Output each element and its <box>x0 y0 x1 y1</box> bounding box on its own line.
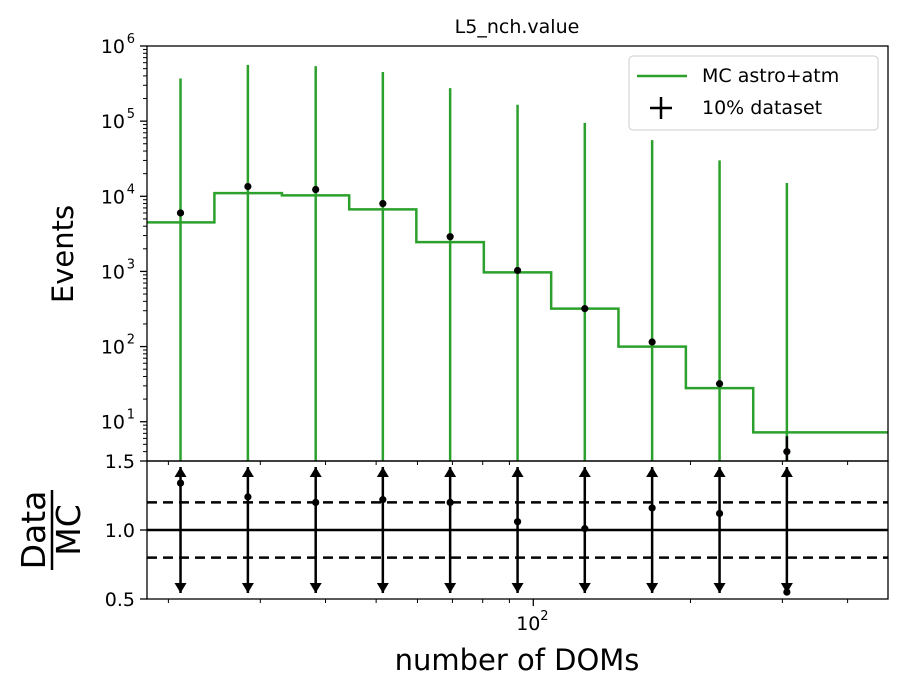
ratio-label-numerator: Data <box>14 491 53 570</box>
ratio-arrow-up <box>578 467 591 477</box>
ratio-arrow-up <box>376 467 389 477</box>
data-point <box>513 266 522 275</box>
data-point <box>312 185 320 194</box>
ratio-y-tick-label: 1.0 <box>105 520 135 542</box>
ratio-y-tick-label: 1.5 <box>105 451 135 473</box>
ratio-label-denominator: MC <box>49 504 88 556</box>
ratio-arrow-up <box>646 467 659 477</box>
ratio-point <box>446 498 454 506</box>
ratio-point <box>783 588 791 596</box>
chart-title: L5_nch.value <box>455 16 580 38</box>
y-tick-label: 10 <box>101 36 125 58</box>
x-tick-label-exponent: 2 <box>540 609 548 624</box>
ratio-arrow-down <box>444 583 457 593</box>
ratio-arrow-up <box>511 467 524 477</box>
legend-data-swatch <box>650 97 672 119</box>
ratio-y-axis-label: Data MC <box>14 490 88 570</box>
ratio-plot-area <box>147 467 888 596</box>
y-tick-label-exponent: 3 <box>127 257 135 272</box>
y-tick-label-exponent: 6 <box>127 32 135 47</box>
ratio-arrow-up <box>241 467 254 477</box>
y-tick-label: 10 <box>101 261 125 283</box>
ratio-point <box>648 504 656 512</box>
ratio-arrow-down <box>376 583 389 593</box>
y-axis-label: Events <box>46 205 80 303</box>
y-tick-label-exponent: 5 <box>127 107 135 122</box>
x-tick-label: 10 <box>516 613 540 635</box>
ratio-point <box>581 525 589 533</box>
legend-data-label: 10% dataset <box>702 97 822 119</box>
ratio-panel: 0.5 1.0 1.5 10 2 <box>105 451 889 635</box>
data-point <box>244 182 252 191</box>
ratio-arrow-down <box>511 583 524 593</box>
x-axis-label: number of DOMs <box>395 643 640 677</box>
y-tick-label-exponent: 1 <box>127 408 135 423</box>
ratio-point <box>715 509 724 518</box>
y-tick-label-exponent: 2 <box>127 333 135 348</box>
data-point <box>783 448 791 456</box>
y-tick-label: 10 <box>101 111 125 133</box>
data-point <box>581 305 589 313</box>
y-tick-label-exponent: 4 <box>127 182 135 197</box>
ratio-arrow-up <box>780 467 793 477</box>
ratio-point <box>379 496 387 504</box>
legend-box <box>628 55 879 131</box>
ratio-arrow-up <box>444 467 457 477</box>
y-tick-label: 10 <box>101 186 125 208</box>
data-point <box>446 233 454 241</box>
data-point <box>648 338 656 346</box>
data-point <box>379 199 387 208</box>
mc-histogram-line <box>147 191 888 434</box>
data-point <box>176 209 185 217</box>
ratio-arrow-up <box>174 467 187 477</box>
ratio-arrow-up <box>309 467 322 477</box>
ratio-arrow-down <box>309 583 322 593</box>
ratio-arrow-up <box>713 467 726 477</box>
ratio-point <box>312 498 320 506</box>
ratio-point <box>176 479 185 487</box>
ratio-y-tick-label: 0.5 <box>105 589 135 611</box>
ratio-arrow-down <box>780 583 793 593</box>
ratio-arrow-down <box>578 583 591 593</box>
legend-mc-label: MC astro+atm <box>702 65 839 87</box>
main-plot-area <box>147 64 888 461</box>
ratio-point <box>513 518 522 526</box>
data-point <box>715 380 724 388</box>
legend: MC astro+atm 10% dataset <box>628 55 879 131</box>
y-tick-label: 10 <box>101 412 125 434</box>
y-tick-label: 10 <box>101 337 125 359</box>
ratio-arrow-down <box>713 583 726 593</box>
ratio-arrow-down <box>646 583 659 593</box>
ratio-point <box>244 493 252 501</box>
ratio-arrow-down <box>241 583 254 593</box>
ratio-arrow-down <box>174 583 187 593</box>
